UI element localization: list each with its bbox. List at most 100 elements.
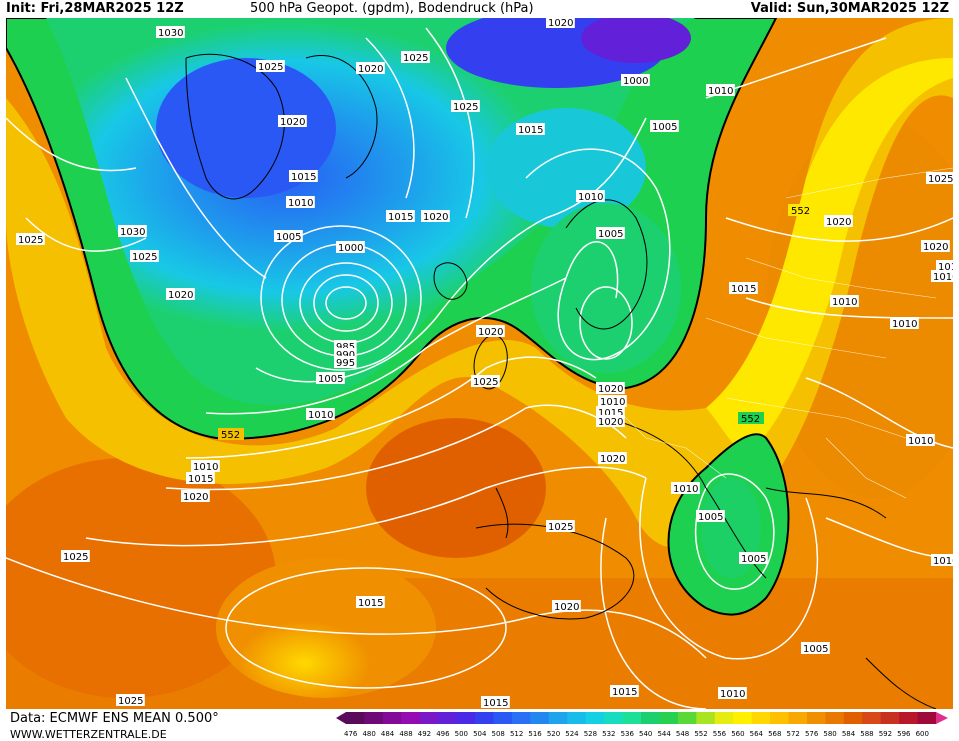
- pressure-label-bg: [476, 325, 505, 337]
- pressure-label: 1025: [403, 53, 428, 64]
- pressure-label: 1010: [708, 86, 733, 97]
- pressure-label-bg: [16, 233, 45, 245]
- pressure-label: 1005: [598, 229, 623, 240]
- pressure-label-bg: [421, 210, 450, 222]
- pressure-label: 1010: [193, 462, 218, 473]
- scale-swatch: [456, 712, 476, 724]
- pressure-label: 1010: [832, 297, 857, 308]
- violet-core-north: [581, 18, 691, 63]
- color-scale-legend: 476 480 484 488 492 496 500 504 508 512 516 520 524 5…: [336, 712, 948, 738]
- pressure-label: 1025: [453, 102, 478, 113]
- pressure-label: 1020: [923, 242, 948, 253]
- pressure-label: 990: [336, 350, 355, 361]
- scale-label: 600: [916, 730, 929, 738]
- scale-label: 520: [547, 730, 560, 738]
- pressure-label: 1005: [803, 644, 828, 655]
- scale-swatch: [641, 712, 660, 724]
- pressure-label: 1005: [652, 122, 677, 133]
- pressure-label-bg: [824, 215, 853, 227]
- pressure-label: 1015: [483, 698, 508, 709]
- pressure-label-bg: [890, 317, 919, 329]
- pressure-label: 1020: [168, 290, 193, 301]
- pressure-label: 1015: [388, 212, 413, 223]
- pressure-label: 1020: [600, 454, 625, 465]
- pressure-label: 1025: [548, 522, 573, 533]
- scale-label: 564: [750, 730, 764, 738]
- map-title: 500 hPa Geopot. (gpdm), Bodendruck (hPa): [250, 1, 534, 16]
- pressure-label-bg: [334, 356, 357, 368]
- pressure-label-bg: [801, 642, 830, 654]
- pressure-label: 1020: [826, 217, 851, 228]
- scale-label: 488: [399, 730, 412, 738]
- pressure-label: 1010: [933, 556, 953, 567]
- pressure-label-bg: [830, 295, 859, 307]
- scale-swatch: [438, 712, 458, 724]
- scale-swatch: [493, 712, 513, 724]
- pressure-label: 1005: [698, 512, 723, 523]
- pressure-label-bg: [481, 696, 510, 708]
- pressure-label-bg: [671, 482, 700, 494]
- pressure-label: 995: [336, 358, 355, 369]
- azores-yellow: [216, 558, 436, 698]
- pressure-label: 1020: [598, 384, 623, 395]
- pressure-label: 1005: [741, 554, 766, 565]
- pressure-label: 1015: [358, 598, 383, 609]
- pressure-label: 1010: [578, 192, 603, 203]
- valid-time-label: Valid: Sun,30MAR2025 12Z: [750, 1, 949, 16]
- pressure-label: 1000: [623, 76, 648, 87]
- contour-552-labels: 552 552 552: [218, 204, 814, 441]
- pressure-label-bg: [931, 554, 953, 566]
- cyan-scandinavia: [486, 108, 646, 228]
- scale-swatch: [364, 712, 384, 724]
- pressure-label: 1010: [600, 397, 625, 408]
- scale-swatch: [714, 712, 734, 724]
- scale-swatch: [585, 712, 605, 724]
- pressure-label: 1015: [291, 172, 316, 183]
- data-source-label: Data: ECMWF ENS MEAN 0.500°: [10, 711, 219, 726]
- pressure-label: 1005: [318, 374, 343, 385]
- pressure-label: 1020: [598, 417, 623, 428]
- footer-bar: Data: ECMWF ENS MEAN 0.500° WWW.WETTERZE…: [0, 709, 959, 741]
- scale-swatch: [548, 712, 568, 724]
- pressure-label-bg: [256, 60, 285, 72]
- pressure-label: 1010: [892, 319, 917, 330]
- pressure-label-bg: [516, 123, 545, 135]
- scale-label: 556: [713, 730, 727, 738]
- pressure-label: 1030: [158, 28, 183, 39]
- contour-label: 552: [791, 206, 810, 217]
- header-bar: Init: Fri,28MAR2025 12Z 500 hPa Geopot. …: [0, 0, 959, 18]
- scale-label: 504: [473, 730, 487, 738]
- pressure-label-bg: [130, 250, 159, 262]
- scale-label: 536: [621, 730, 635, 738]
- scale-label: 572: [787, 730, 800, 738]
- pressure-label: 1020: [280, 117, 305, 128]
- pressure-label-bg: [706, 84, 735, 96]
- scale-swatch: [880, 712, 900, 724]
- scale-label: 516: [528, 730, 542, 738]
- scale-swatch: [475, 712, 494, 724]
- pressure-label: 1010: [288, 198, 313, 209]
- pressure-label-bg: [926, 172, 953, 184]
- scale-label: 476: [344, 730, 358, 738]
- pressure-label-bg: [729, 282, 758, 294]
- pressure-label: 1020: [358, 64, 383, 75]
- pressure-label-bg: [316, 372, 345, 384]
- scale-label: 588: [860, 730, 873, 738]
- pressure-label: 1025: [928, 174, 953, 185]
- scale-swatch: [899, 712, 919, 724]
- pressure-label-bg: [401, 51, 430, 63]
- scale-swatch: [843, 712, 863, 724]
- pressure-label-bg: [596, 382, 625, 394]
- pressure-label-bg: [906, 434, 935, 446]
- pressure-label-bg: [576, 190, 605, 202]
- pressure-label-bg: [696, 510, 725, 522]
- contour-label: 552: [221, 430, 240, 441]
- pressure-label: 1015: [598, 408, 623, 419]
- pressure-label-bg: [274, 230, 303, 242]
- scale-swatch: [346, 712, 365, 724]
- yellow-north-east: [706, 58, 953, 458]
- scale-label: 500: [455, 730, 468, 738]
- scale-arrow-right: [936, 712, 948, 724]
